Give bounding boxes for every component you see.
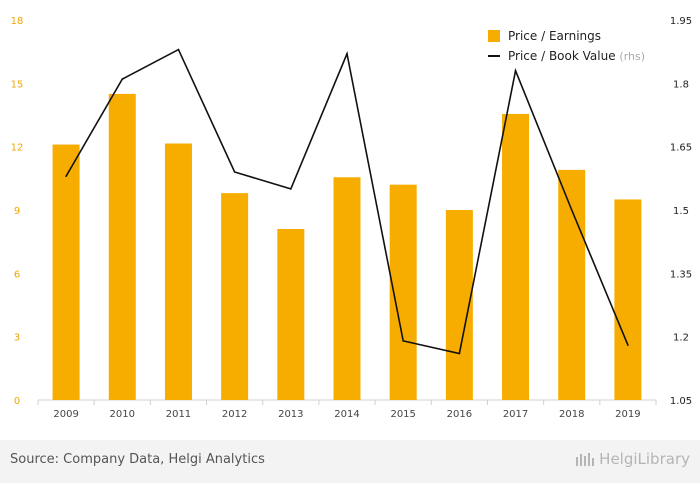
x-tick-label: 2011 [166, 409, 191, 420]
bar [558, 169, 586, 400]
legend-label-line: Price / Book Value (rhs) [508, 49, 645, 63]
x-tick-label: 2017 [503, 409, 528, 420]
y-left-tick-label: 15 [11, 79, 24, 90]
x-tick-label: 2010 [110, 409, 135, 420]
y-right-tick-label: 1.8 [673, 79, 689, 90]
line-point [177, 48, 180, 51]
line-point [570, 209, 573, 211]
brand-name: HelgiLibrary [599, 450, 690, 468]
line-point [458, 352, 461, 355]
bar [164, 143, 192, 400]
x-tick-label: 2014 [334, 409, 359, 420]
y-right-tick-label: 1.35 [670, 269, 692, 280]
source-note: Source: Company Data, Helgi Analytics [10, 452, 265, 467]
x-tick-label: 2016 [447, 409, 472, 420]
x-tick-label: 2012 [222, 409, 247, 420]
brand-logo: HelgiLibrary [575, 450, 690, 468]
x-tick-label: 2015 [390, 409, 415, 420]
y-left-tick-label: 18 [11, 16, 24, 27]
legend-swatch-bar [488, 30, 500, 42]
y-right-tick-label: 1.5 [673, 206, 689, 217]
bar [614, 199, 642, 400]
bar [333, 177, 361, 400]
line-point [233, 171, 236, 173]
line-point [346, 52, 348, 55]
y-left-tick-label: 6 [14, 269, 20, 280]
legend-label-bar: Price / Earnings [508, 29, 601, 43]
bar [277, 229, 305, 400]
line-point [121, 78, 124, 80]
y-right-tick-label: 1.2 [673, 333, 689, 344]
y-left-tick-label: 12 [11, 143, 24, 154]
bar [221, 193, 249, 400]
library-icon [576, 453, 595, 466]
y-right-tick-label: 1.05 [670, 396, 692, 407]
x-tick-label: 2019 [615, 409, 640, 420]
y-left-tick-label: 3 [14, 333, 20, 344]
x-tick-label: 2013 [278, 409, 303, 420]
y-left-tick-label: 9 [14, 206, 20, 217]
footer: Source: Company Data, Helgi Analytics He… [0, 440, 700, 483]
line-point [65, 175, 67, 178]
y-right-tick-label: 1.65 [670, 143, 692, 154]
y-left-tick-label: 0 [14, 396, 20, 407]
x-tick-label: 2009 [53, 409, 78, 420]
bar [108, 93, 136, 400]
line-point [627, 344, 629, 346]
bar [502, 113, 530, 400]
line-point [290, 188, 292, 190]
x-tick-label: 2018 [559, 409, 584, 420]
chart: 0 3 6 9 12 15 18 1.05 1.2 1.35 1.5 1.65 1.8 1.95 2009 2… [11, 16, 693, 420]
line-point [514, 69, 517, 72]
legend-label-line-suffix: (rhs) [619, 50, 645, 63]
bar [52, 144, 80, 400]
y-right-tick-label: 1.95 [670, 16, 692, 27]
line-point [402, 340, 404, 342]
